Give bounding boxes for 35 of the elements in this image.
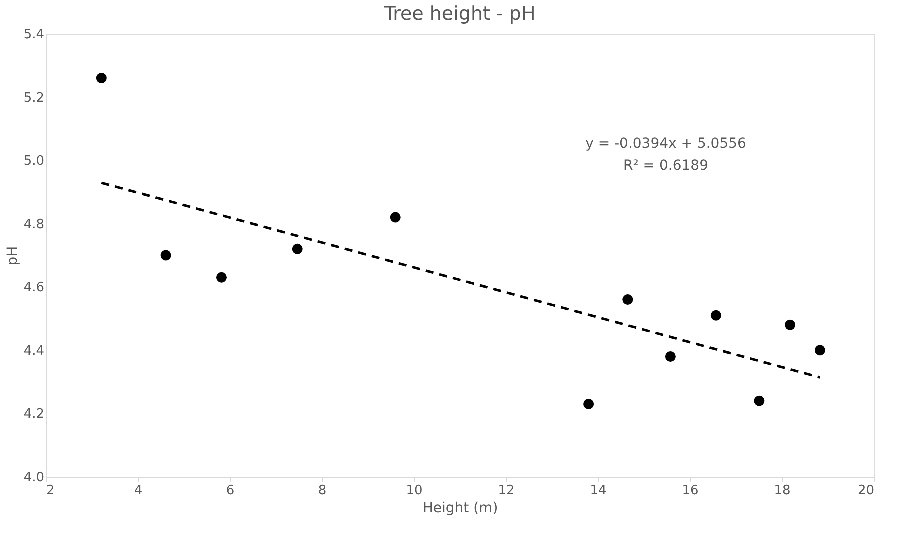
point (390, 212, 401, 223)
x-tick-label: 14 (590, 484, 607, 498)
x-tick-label: 6 (226, 484, 235, 498)
x-tick-label: 18 (774, 484, 791, 498)
x-tick-label: 16 (682, 484, 699, 498)
point (160, 250, 172, 261)
point (785, 320, 796, 330)
point (710, 310, 722, 321)
point (622, 294, 634, 306)
point (584, 398, 594, 410)
point (665, 352, 676, 362)
point (814, 345, 826, 356)
point (754, 396, 765, 406)
x-axis-title: Height (m) (422, 500, 498, 516)
x-tick-label: 20 (858, 484, 874, 498)
chart-title: Tree height - pH (383, 3, 536, 25)
y-tick-label: 5.0 (24, 154, 44, 170)
y-tick-label: 4.2 (24, 407, 44, 422)
y-tick-label: 4.6 (24, 280, 44, 296)
x-tick-label: 12 (498, 484, 515, 498)
annotation: R² = 0.6189 (624, 158, 708, 174)
point (216, 272, 227, 283)
annotation: y = -0.0394x + 5.0556 (586, 136, 747, 152)
y-tick-label: 4.0 (24, 470, 44, 486)
point (96, 73, 107, 84)
x-tick-label: 4 (134, 484, 143, 498)
x-tick-label: 2 (46, 484, 55, 498)
y-tick-label: 4.4 (24, 344, 44, 359)
x-tick-label: 10 (406, 484, 423, 498)
y-tick-label: 4.8 (24, 217, 44, 232)
x-tick-label: 8 (318, 484, 327, 498)
point (292, 244, 303, 254)
y-tick-label: 5.2 (24, 90, 44, 106)
y-tick-label: 5.4 (24, 28, 44, 42)
y-axis-title: pH (4, 246, 21, 266)
